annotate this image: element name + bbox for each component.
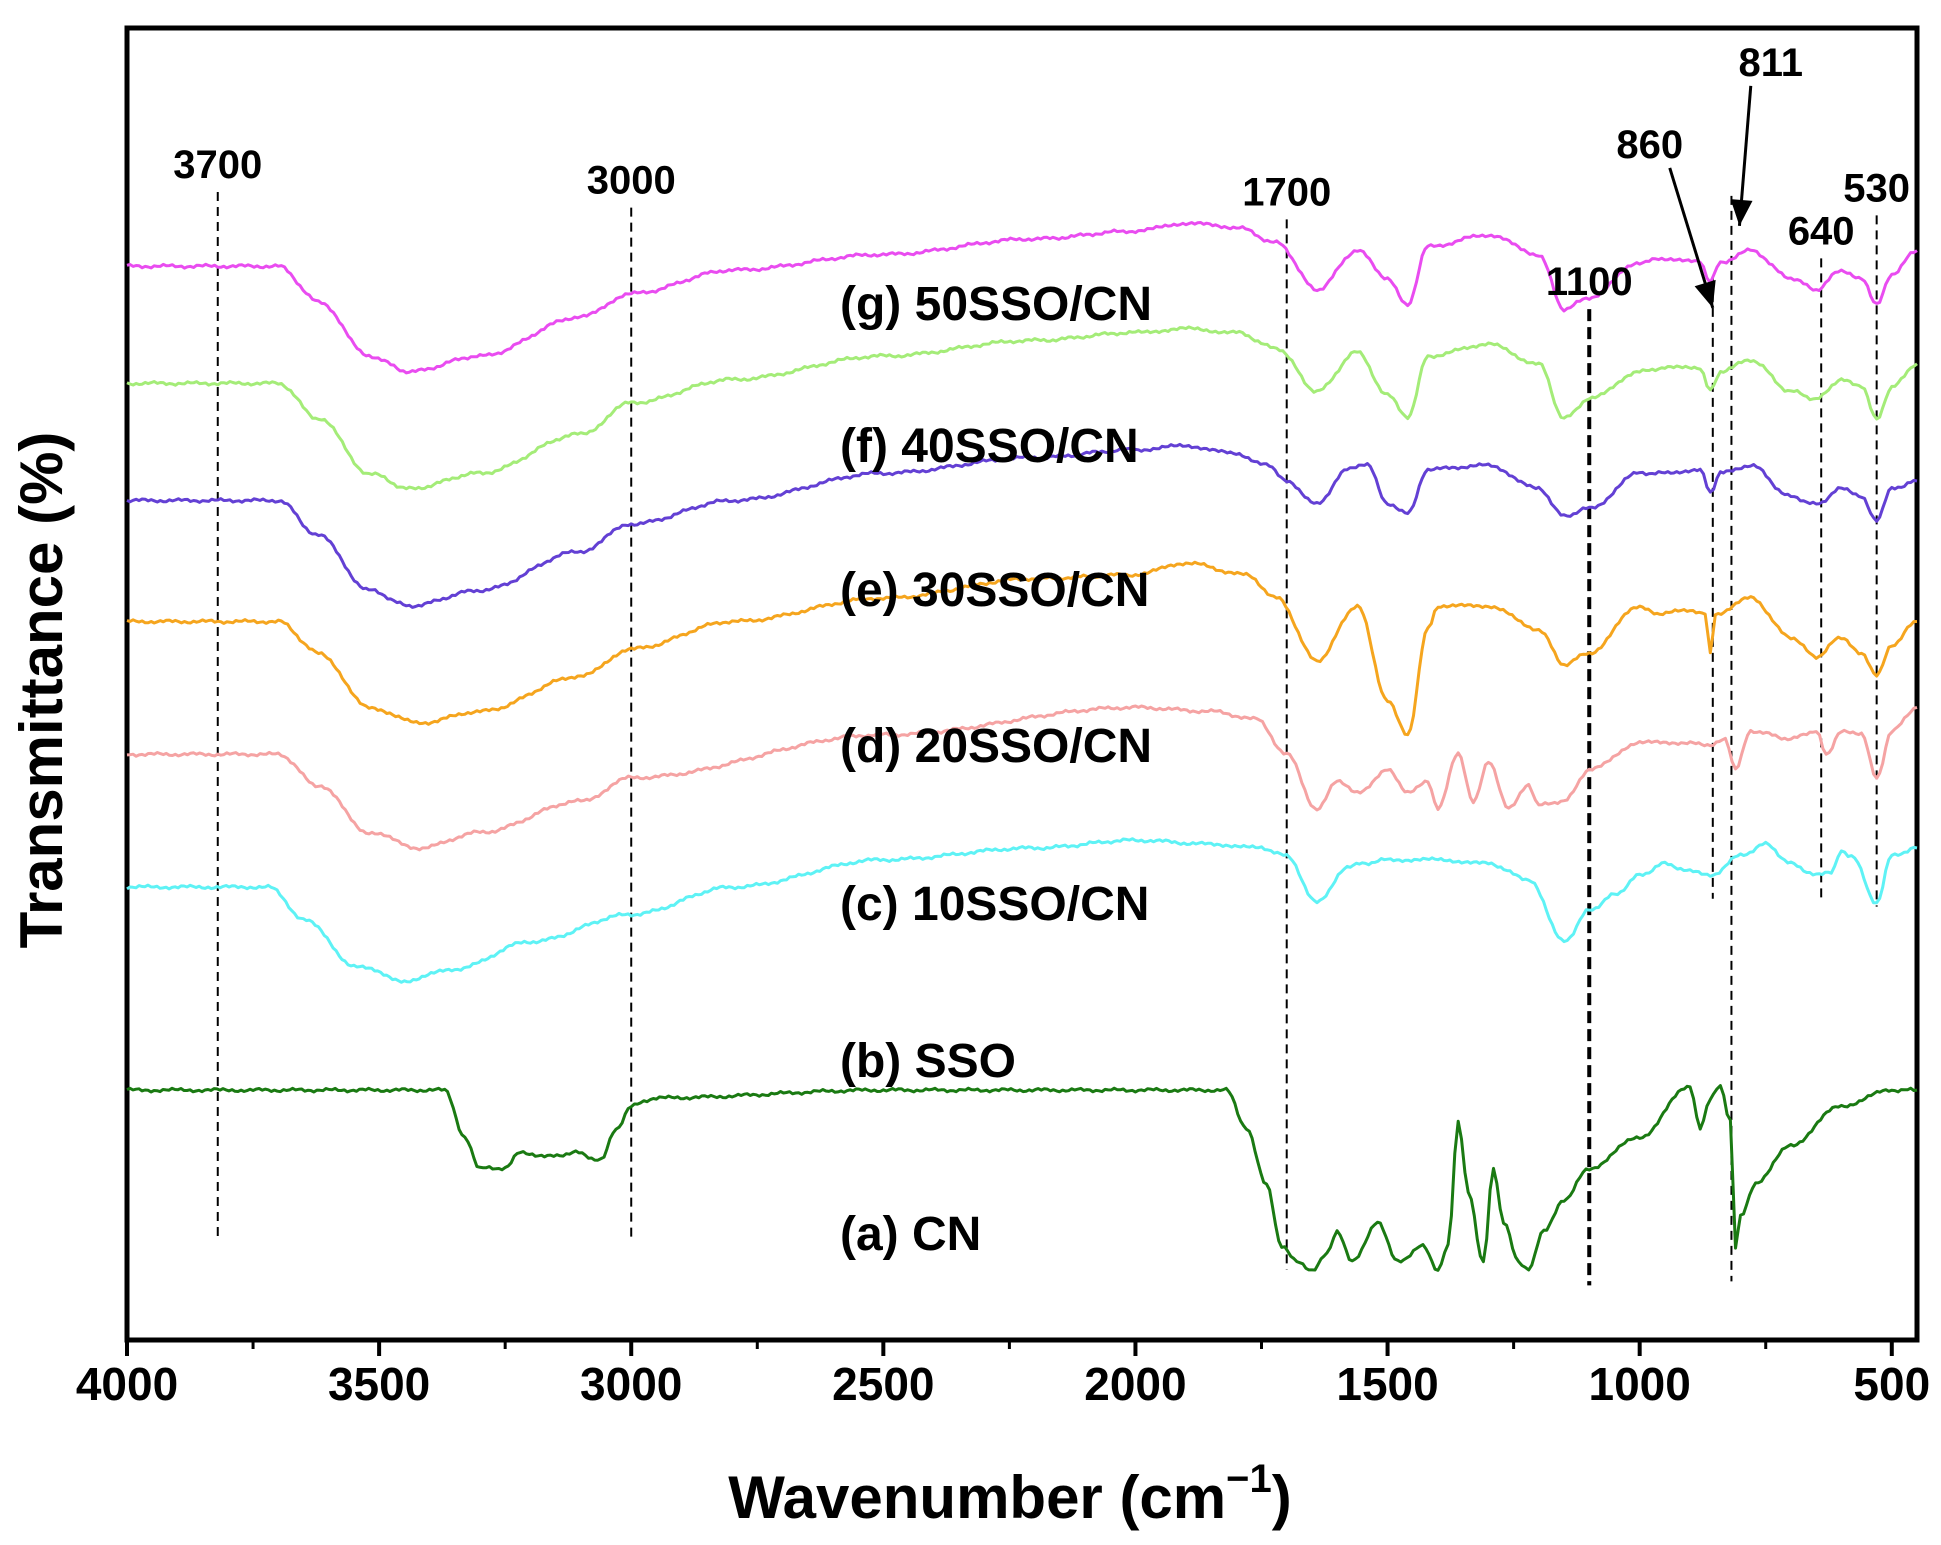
x-axis-title-superscript: −1	[1226, 1457, 1272, 1501]
series-label-5: (f) 40SSO/CN	[840, 420, 1139, 473]
series-label-4: (e) 30SSO/CN	[840, 564, 1149, 617]
reference-label-1700: 1700	[1242, 170, 1331, 214]
reference-label-640: 640	[1788, 209, 1855, 253]
x-tick-label-3500: 3500	[328, 1358, 430, 1410]
y-axis-title: Transmittance (%)	[8, 432, 75, 949]
series-line-6	[126, 221, 1918, 375]
reference-label-3700: 3700	[173, 143, 262, 187]
series-label-0: (a) CN	[840, 1208, 981, 1261]
reference-lines	[216, 192, 1878, 1286]
series-line-3	[126, 560, 1918, 737]
x-tick-label-2000: 2000	[1084, 1358, 1186, 1410]
x-axis-title-text: Wavenumber (cm	[728, 1464, 1226, 1531]
x-tick-label-3000: 3000	[580, 1358, 682, 1410]
series-line-0	[126, 1084, 1918, 1272]
series-line-1	[126, 837, 1918, 984]
reference-label-530: 530	[1843, 166, 1910, 210]
plot-frame	[124, 25, 1920, 1343]
x-tick-label-4000: 4000	[76, 1358, 178, 1410]
series-line-4	[126, 442, 1918, 609]
reference-label-811: 811	[1739, 41, 1804, 85]
spectra	[126, 221, 1918, 1272]
arrow-head-811	[1730, 199, 1753, 226]
x-tick-label-1000: 1000	[1589, 1358, 1691, 1410]
arrow-head-860	[1694, 279, 1716, 308]
series-line-5	[126, 325, 1918, 491]
x-axis-title: Wavenumber (cm−1)	[728, 1457, 1292, 1531]
series-label-3: (d) 20SSO/CN	[840, 720, 1152, 773]
x-axis-title-close: )	[1272, 1464, 1292, 1531]
series-label-6: (g) 50SSO/CN	[840, 278, 1152, 331]
series-label-2: (c) 10SSO/CN	[840, 878, 1149, 931]
series-line-2	[126, 704, 1918, 852]
reference-label-3000: 3000	[587, 159, 676, 203]
x-axis: 4000 3500 3000 2500 2000 1500 1000 500	[76, 1340, 1930, 1410]
reference-label-1100: 1100	[1546, 260, 1633, 304]
x-tick-label-2500: 2500	[832, 1358, 934, 1410]
series-labels: (a) CN (b) SSO (c) 10SSO/CN (d) 20SSO/CN (e)…	[840, 278, 1152, 1261]
reference-label-860: 860	[1616, 123, 1683, 167]
plot-frame-rect	[124, 25, 1920, 1343]
x-tick-label-1500: 1500	[1336, 1358, 1438, 1410]
series-label-1: (b) SSO	[840, 1035, 1016, 1088]
x-tick-label-500: 500	[1853, 1358, 1930, 1410]
